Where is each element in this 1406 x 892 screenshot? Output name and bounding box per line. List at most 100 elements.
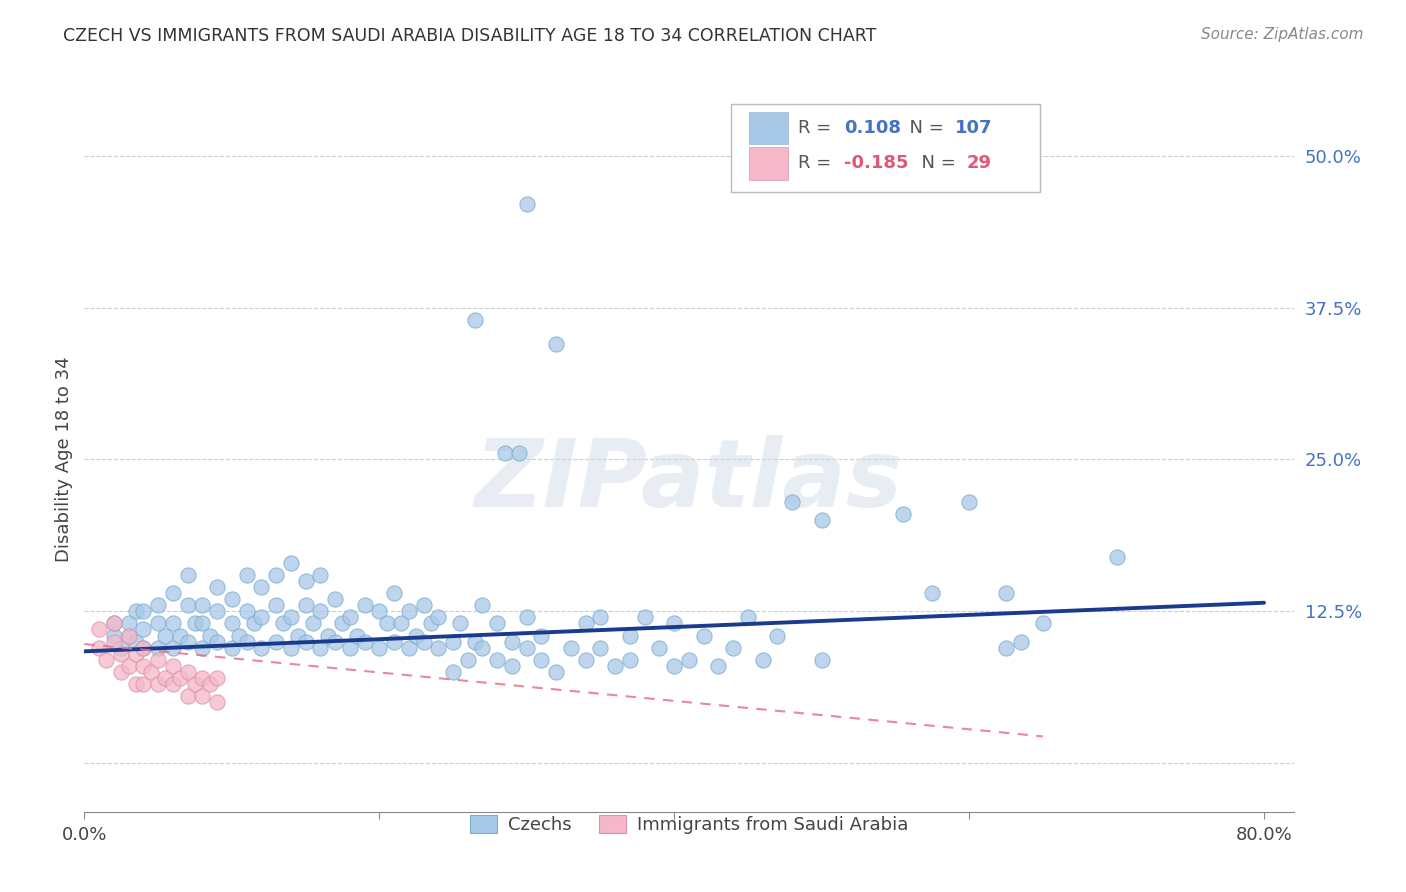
Point — [103, 634, 125, 648]
Point — [309, 604, 332, 618]
Point — [243, 616, 266, 631]
Point — [176, 690, 198, 704]
Point — [125, 677, 148, 691]
Point — [132, 623, 155, 637]
Point — [87, 640, 110, 655]
Point — [766, 628, 789, 642]
Point — [280, 610, 302, 624]
Point — [501, 634, 523, 648]
Point — [176, 634, 198, 648]
Point — [589, 610, 612, 624]
Point — [155, 671, 177, 685]
Point — [441, 665, 464, 679]
Point — [221, 640, 243, 655]
Text: Source: ZipAtlas.com: Source: ZipAtlas.com — [1201, 27, 1364, 42]
Point — [707, 659, 730, 673]
Point — [516, 197, 538, 211]
Point — [103, 628, 125, 642]
Point — [419, 616, 441, 631]
Point — [486, 653, 509, 667]
FancyBboxPatch shape — [749, 112, 789, 145]
Text: N =: N = — [898, 120, 949, 137]
Point — [146, 616, 169, 631]
Point — [117, 659, 139, 673]
Point — [382, 634, 405, 648]
Point — [117, 628, 139, 642]
Point — [332, 616, 354, 631]
Point — [125, 647, 148, 661]
Point — [302, 616, 325, 631]
Point — [721, 640, 744, 655]
Point — [205, 634, 228, 648]
Point — [280, 556, 302, 570]
Point — [737, 610, 759, 624]
Point — [125, 634, 148, 648]
Point — [560, 640, 582, 655]
Point — [316, 628, 339, 642]
Point — [110, 640, 132, 655]
Point — [169, 671, 191, 685]
Text: 29: 29 — [967, 154, 993, 172]
Point — [648, 640, 671, 655]
Point — [605, 659, 627, 673]
Point — [427, 640, 450, 655]
Point — [353, 598, 375, 612]
Point — [294, 598, 316, 612]
Point — [634, 610, 657, 624]
Point — [530, 628, 553, 642]
Point — [751, 653, 773, 667]
Point — [494, 446, 516, 460]
Point — [471, 640, 494, 655]
Point — [235, 604, 257, 618]
Point — [464, 634, 486, 648]
Point — [205, 671, 228, 685]
Point — [1010, 634, 1032, 648]
Point — [162, 659, 184, 673]
Point — [810, 653, 832, 667]
Point — [110, 665, 132, 679]
Point — [146, 653, 169, 667]
Point — [198, 677, 221, 691]
Point — [1032, 616, 1054, 631]
Point — [516, 610, 538, 624]
Point — [398, 640, 420, 655]
Point — [546, 337, 568, 351]
Point — [162, 586, 184, 600]
Point — [346, 628, 368, 642]
Point — [132, 640, 155, 655]
Point — [235, 634, 257, 648]
Point — [184, 677, 207, 691]
Point — [389, 616, 412, 631]
Point — [368, 640, 391, 655]
Point — [457, 653, 479, 667]
Point — [1105, 549, 1128, 564]
Point — [810, 513, 832, 527]
Point — [398, 604, 420, 618]
Text: 0.108: 0.108 — [844, 120, 901, 137]
Point — [132, 677, 155, 691]
Text: N =: N = — [910, 154, 962, 172]
Point — [191, 598, 214, 612]
Point — [664, 616, 686, 631]
Point — [294, 634, 316, 648]
Point — [132, 640, 155, 655]
Point — [530, 653, 553, 667]
Point — [309, 567, 332, 582]
Point — [294, 574, 316, 588]
Point — [994, 586, 1017, 600]
Point — [412, 634, 434, 648]
Point — [353, 634, 375, 648]
Y-axis label: Disability Age 18 to 34: Disability Age 18 to 34 — [55, 357, 73, 562]
Point — [191, 640, 214, 655]
Point — [139, 665, 162, 679]
Point — [110, 647, 132, 661]
Point — [309, 640, 332, 655]
Point — [87, 623, 110, 637]
FancyBboxPatch shape — [731, 103, 1039, 192]
Point — [103, 616, 125, 631]
Point — [957, 495, 980, 509]
Point — [264, 567, 287, 582]
Point — [228, 628, 250, 642]
Point — [221, 616, 243, 631]
Point — [146, 640, 169, 655]
